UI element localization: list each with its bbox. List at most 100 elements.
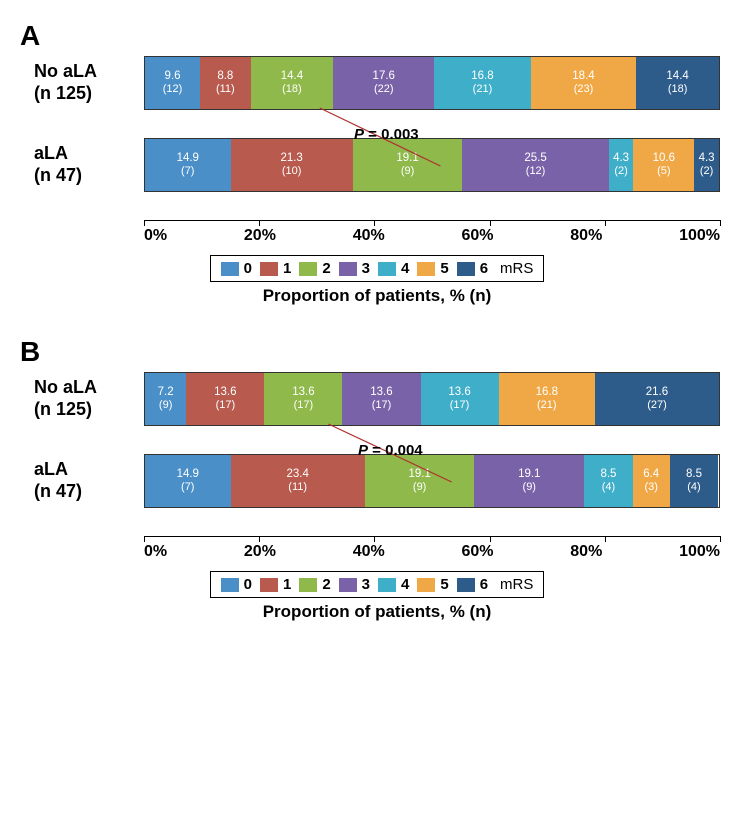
segment-pct: 13.6 — [448, 386, 470, 399]
segment-count: (17) — [294, 399, 314, 412]
x-tick-label: 40% — [353, 543, 385, 561]
segment-count: (2) — [614, 165, 627, 178]
legend-text: 1 — [283, 576, 291, 593]
legend-suffix: mRS — [500, 260, 533, 277]
segment-mrs2: 19.1(9) — [365, 455, 475, 507]
legend-item: 0 — [221, 576, 252, 593]
legend-swatch — [339, 578, 357, 592]
segment-mrs0: 9.6(12) — [145, 57, 200, 109]
x-tick-label: 0% — [144, 227, 167, 245]
legend-swatch — [221, 578, 239, 592]
segment-pct: 21.3 — [280, 152, 302, 165]
segment-count: (4) — [602, 481, 615, 494]
x-tick-label: 20% — [244, 227, 276, 245]
segment-count: (9) — [159, 399, 172, 412]
segment-pct: 4.3 — [699, 152, 715, 165]
panel-label: A — [20, 20, 720, 52]
segment-mrs2: 13.6(17) — [264, 373, 342, 425]
legend-text: 2 — [322, 260, 330, 277]
legend-item: 2 — [299, 576, 330, 593]
segment-count: (22) — [374, 83, 394, 96]
x-tick — [374, 536, 375, 542]
x-tick — [374, 220, 375, 226]
segment-count: (9) — [413, 481, 426, 494]
stacked-bar: 7.2(9)13.6(17)13.6(17)13.6(17)13.6(17)16… — [144, 372, 720, 426]
segment-mrs4: 4.3(2) — [609, 139, 634, 191]
x-tick — [605, 536, 606, 542]
legend-item: 3 — [339, 576, 370, 593]
segment-count: (10) — [282, 165, 302, 178]
segment-pct: 10.6 — [653, 152, 675, 165]
chart-area: No aLA(n 125)7.2(9)13.6(17)13.6(17)13.6(… — [34, 372, 720, 622]
segment-pct: 13.6 — [214, 386, 236, 399]
x-axis-line — [144, 536, 720, 537]
segment-count: (18) — [668, 83, 688, 96]
legend-text: 6 — [480, 576, 488, 593]
legend-item: 4 — [378, 576, 409, 593]
segment-count: (12) — [163, 83, 183, 96]
segment-count: (9) — [523, 481, 536, 494]
legend-text: 0 — [244, 576, 252, 593]
legend-item: 6 — [457, 576, 488, 593]
legend-text: 4 — [401, 260, 409, 277]
segment-mrs5: 16.8(21) — [499, 373, 595, 425]
legend-swatch — [378, 262, 396, 276]
segment-mrs6: 14.4(18) — [636, 57, 719, 109]
segment-pct: 8.5 — [686, 468, 702, 481]
legend-item: 6 — [457, 260, 488, 277]
legend-swatch — [417, 262, 435, 276]
segment-count: (21) — [473, 83, 493, 96]
x-tick — [720, 536, 721, 542]
x-axis-labels: 0%20%40%60%80%100% — [144, 537, 720, 561]
legend-item: 1 — [260, 260, 291, 277]
x-axis-labels: 0%20%40%60%80%100% — [144, 221, 720, 245]
segment-pct: 19.1 — [408, 468, 430, 481]
segment-pct: 8.8 — [217, 70, 233, 83]
x-tick-label: 80% — [570, 543, 602, 561]
segment-mrs4: 16.8(21) — [434, 57, 530, 109]
legend-text: 5 — [440, 576, 448, 593]
legend-swatch — [378, 578, 396, 592]
segment-count: (21) — [537, 399, 557, 412]
segment-pct: 9.6 — [165, 70, 181, 83]
row-label: No aLA(n 125) — [34, 61, 144, 104]
legend-swatch — [339, 262, 357, 276]
segment-count: (23) — [574, 83, 594, 96]
legend-text: 1 — [283, 260, 291, 277]
legend-item: 4 — [378, 260, 409, 277]
segment-mrs2: 19.1(9) — [353, 139, 463, 191]
segment-pct: 16.8 — [471, 70, 493, 83]
segment-count: (17) — [450, 399, 470, 412]
stacked-bar: 9.6(12)8.8(11)14.4(18)17.6(22)16.8(21)18… — [144, 56, 720, 110]
segment-pct: 4.3 — [613, 152, 629, 165]
segment-pct: 21.6 — [646, 386, 668, 399]
panel-label: B — [20, 336, 720, 368]
legend: 0123456 mRS — [210, 255, 545, 282]
bar-row: aLA(n 47)14.9(7)21.3(10)19.1(9)25.5(12)4… — [34, 138, 720, 192]
legend-text: 5 — [440, 260, 448, 277]
segment-pct: 16.8 — [536, 386, 558, 399]
row-label: aLA(n 47) — [34, 459, 144, 502]
x-tick — [605, 220, 606, 226]
segment-mrs5: 10.6(5) — [633, 139, 694, 191]
segment-count: (18) — [282, 83, 302, 96]
segment-count: (7) — [181, 165, 194, 178]
segment-mrs1: 23.4(11) — [231, 455, 365, 507]
segment-count: (9) — [401, 165, 414, 178]
segment-mrs3: 19.1(9) — [474, 455, 584, 507]
segment-mrs0: 14.9(7) — [145, 455, 231, 507]
legend-swatch — [299, 262, 317, 276]
legend-text: 2 — [322, 576, 330, 593]
x-tick-label: 80% — [570, 227, 602, 245]
x-tick-label: 40% — [353, 227, 385, 245]
legend-item: 1 — [260, 576, 291, 593]
legend-item: 5 — [417, 576, 448, 593]
legend-item: 0 — [221, 260, 252, 277]
segment-pct: 19.1 — [396, 152, 418, 165]
x-axis-title: Proportion of patients, % (n) — [34, 602, 720, 622]
legend-item: 5 — [417, 260, 448, 277]
segment-pct: 13.6 — [292, 386, 314, 399]
segment-mrs2: 14.4(18) — [251, 57, 334, 109]
segment-count: (3) — [645, 481, 658, 494]
legend-text: 4 — [401, 576, 409, 593]
